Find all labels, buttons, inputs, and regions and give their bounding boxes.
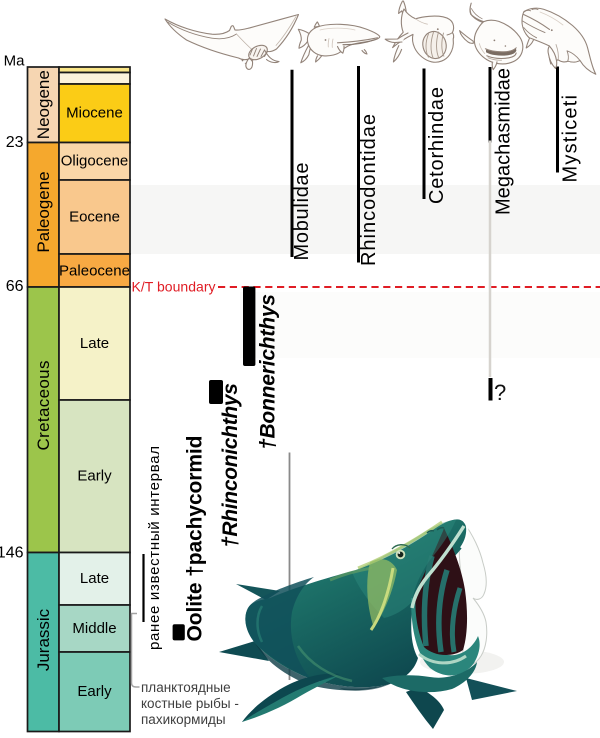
- svg-text:146: 146: [0, 545, 24, 562]
- svg-text:Early: Early: [77, 683, 112, 700]
- svg-text:Miocene: Miocene: [66, 105, 123, 122]
- svg-text:Late: Late: [80, 335, 109, 352]
- svg-text:Cetorhindae: Cetorhindae: [426, 87, 448, 204]
- svg-text:планктоядные: планктоядные: [141, 680, 231, 695]
- svg-text:Oligocene: Oligocene: [61, 153, 129, 170]
- svg-text:Eocene: Eocene: [69, 209, 120, 226]
- svg-text:Ma: Ma: [4, 53, 25, 70]
- svg-text:Middle: Middle: [72, 620, 116, 637]
- svg-text:Early: Early: [77, 468, 112, 485]
- svg-text:†Rhinconichthys: †Rhinconichthys: [219, 383, 242, 548]
- svg-text:Late: Late: [80, 570, 109, 587]
- svg-text:Rhincodontidae: Rhincodontidae: [358, 114, 380, 266]
- svg-text:Neogene: Neogene: [34, 70, 53, 139]
- svg-text:пахикормиды: пахикормиды: [141, 712, 226, 727]
- svg-text:Paleocene: Paleocene: [59, 262, 130, 279]
- svg-text:ранее известный интервал: ранее известный интервал: [146, 446, 163, 650]
- svg-text:Megachasmidae: Megachasmidae: [493, 68, 515, 215]
- svg-text:Paleogene: Paleogene: [34, 171, 53, 252]
- svg-text:66: 66: [6, 278, 24, 295]
- svg-text:Mysticeti: Mysticeti: [560, 95, 582, 183]
- svg-text:Oolite †pachycormid: Oolite †pachycormid: [184, 436, 207, 642]
- svg-text:K/T boundary: K/T boundary: [132, 278, 216, 294]
- svg-text:Mobulidae: Mobulidae: [291, 163, 313, 261]
- svg-text:?: ?: [494, 380, 506, 405]
- svg-text:23: 23: [6, 134, 24, 151]
- svg-text:Cretaceous: Cretaceous: [34, 361, 53, 451]
- svg-text:костные рыбы -: костные рыбы -: [141, 696, 239, 711]
- svg-text:†Bonnerichthys: †Bonnerichthys: [257, 294, 280, 450]
- svg-text:Jurassic: Jurassic: [34, 608, 53, 671]
